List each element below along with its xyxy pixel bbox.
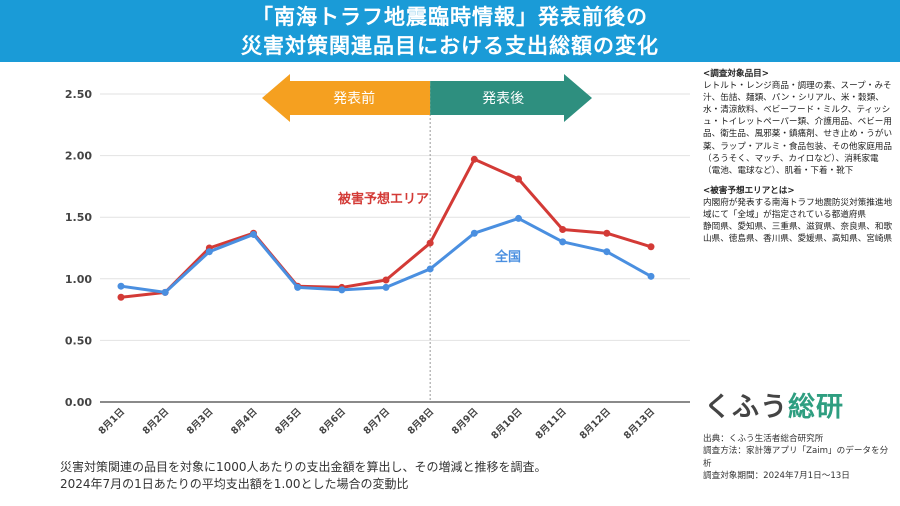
- x-tick-label: 8月3日: [185, 406, 216, 437]
- items-block: <調査対象品目> レトルト・レンジ商品・調理の素、スープ・みそ汁、缶詰、麺類、パ…: [703, 68, 893, 177]
- area-heading: <被害予想エリアとは>: [703, 185, 795, 196]
- footnote: 災害対策関連の品目を対象に1000人あたりの支出金額を算出し、その増減と推移を調…: [60, 459, 690, 493]
- point-national: [647, 272, 655, 280]
- point-national: [559, 238, 567, 246]
- point-national: [382, 283, 390, 291]
- point-national: [603, 248, 611, 256]
- x-tick-label: 8月7日: [362, 406, 393, 437]
- source-info: 出典：くふう生活者総合研究所 調査方法：家計簿アプリ「Zaim」のデータを分析 …: [703, 433, 895, 483]
- logo-part-2: 総研: [788, 392, 844, 423]
- footnote-line-1: 災害対策関連の品目を対象に1000人あたりの支出金額を算出し、その増減と推移を調…: [60, 460, 547, 474]
- title-line-1: 「南海トラフ地震臨時情報」発表前後の: [252, 5, 648, 29]
- x-tick-label: 8月5日: [273, 406, 304, 437]
- point-area: [647, 243, 655, 251]
- before-arrow: [262, 74, 431, 122]
- footnote-line-2: 2024年7月の1日あたりの平均支出額を1.00とした場合の変動比: [60, 477, 409, 491]
- after-arrow: [430, 74, 592, 122]
- x-tick-label: 8月13日: [622, 406, 657, 441]
- before-arrow-label: 発表前: [333, 90, 375, 107]
- series-label-national: 全国: [494, 249, 521, 265]
- source-line-3: 調査対象期間：2024年7月1日〜13日: [703, 471, 850, 482]
- x-tick-label: 8月11日: [534, 406, 569, 441]
- point-national: [338, 286, 346, 294]
- point-national: [515, 214, 522, 222]
- line-chart: 0.00 0.50 1.00 1.50 2.00 2.50 8月1日 8月2日 8月3日 8月4日…: [65, 74, 690, 442]
- logo-part-1: くふう: [704, 392, 788, 423]
- title-line-2: 災害対策関連品目における支出総額の変化: [241, 34, 659, 58]
- point-area: [426, 239, 434, 247]
- point-area: [603, 229, 611, 237]
- x-tick-label: 8月2日: [141, 406, 172, 437]
- area-block: <被害予想エリアとは> 内閣府が発表する南海トラフ地震防災対策推進地域にて「全域…: [703, 185, 893, 245]
- x-tick-label: 8月10日: [489, 406, 524, 441]
- point-national: [161, 288, 169, 296]
- x-tick-label: 8月12日: [578, 406, 613, 441]
- y-tick-label: 2.50: [65, 88, 92, 101]
- point-national: [426, 265, 434, 273]
- point-area: [470, 155, 478, 163]
- y-tick-label: 1.00: [65, 273, 92, 286]
- point-area: [515, 175, 522, 183]
- y-tick-label: 2.00: [65, 150, 92, 163]
- x-tick-label: 8月1日: [97, 406, 128, 437]
- side-panel: <調査対象品目> レトルト・レンジ商品・調理の素、スープ・みそ汁、缶詰、麺類、パ…: [703, 68, 893, 253]
- area-text: 内閣府が発表する南海トラフ地震防災対策推進地域にて「全域」が指定されている都道府…: [703, 197, 893, 221]
- point-area: [559, 226, 567, 234]
- x-tick-label: 8月8日: [406, 406, 437, 437]
- y-tick-label: 0.00: [65, 396, 92, 409]
- x-tick-label: 8月6日: [317, 406, 348, 437]
- items-heading: <調査対象品目>: [703, 69, 769, 79]
- point-area: [382, 276, 390, 284]
- point-national: [250, 230, 257, 238]
- area-prefectures: 静岡県、愛知県、三重県、滋賀県、奈良県、和歌山県、徳島県、香川県、愛媛県、高知県…: [703, 222, 893, 245]
- source-line-1: 出典：くふう生活者総合研究所: [703, 434, 824, 444]
- after-arrow-label: 発表後: [482, 91, 524, 107]
- point-national: [294, 283, 302, 291]
- point-national: [117, 282, 125, 290]
- title-banner: 「南海トラフ地震臨時情報」発表前後の 災害対策関連品目における支出総額の変化: [0, 0, 900, 62]
- y-tick-label: 0.50: [65, 334, 92, 347]
- x-tick-label: 8月9日: [450, 406, 481, 437]
- items-text: レトルト・レンジ商品・調理の素、スープ・みそ汁、缶詰、麺類、パン・シリアル、米・…: [703, 81, 893, 176]
- point-national: [205, 248, 213, 256]
- source-line-2: 調査方法：家計簿アプリ「Zaim」のデータを分析: [703, 446, 889, 469]
- y-tick-label: 1.50: [65, 211, 92, 224]
- point-national: [470, 229, 478, 237]
- series-label-area: 被害予想エリア: [337, 191, 429, 207]
- point-area: [117, 293, 125, 301]
- brand-logo: くふう総研: [704, 385, 844, 424]
- x-tick-label: 8月4日: [229, 406, 260, 437]
